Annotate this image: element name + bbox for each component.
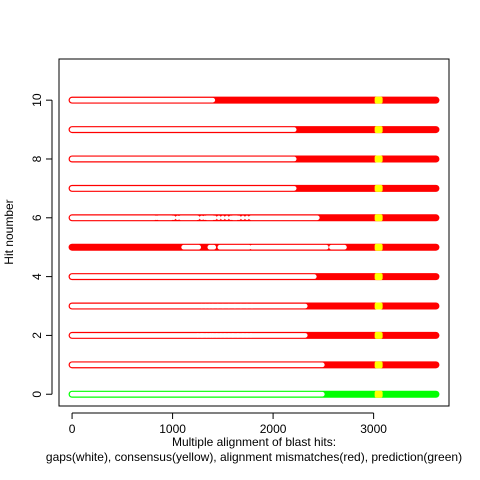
gap-dot — [249, 303, 255, 309]
gap-dot — [236, 215, 242, 220]
gap-segment — [204, 215, 216, 221]
gap-segment — [69, 391, 325, 397]
consensus-marker — [374, 155, 383, 163]
gap-dot — [195, 333, 200, 338]
gap-dot — [175, 215, 180, 220]
x-tick-label: 1000 — [159, 422, 186, 436]
hit-row-9 — [68, 126, 440, 134]
consensus-marker — [374, 243, 383, 251]
gap-dot — [210, 333, 215, 338]
gap-segment — [69, 186, 297, 191]
gap-dot — [220, 303, 226, 309]
y-tick-label: 8 — [30, 155, 44, 162]
gap-dot — [164, 215, 169, 220]
hit-row-2 — [68, 331, 440, 339]
gap-dot — [248, 333, 254, 338]
gap-dot — [226, 303, 232, 309]
consensus-marker — [374, 302, 383, 310]
x-axis: 0 1000 2000 3000 — [69, 412, 387, 436]
gap-dot — [204, 333, 209, 338]
gap-dot — [216, 215, 222, 220]
gap-dot — [154, 215, 159, 220]
gap-dot — [238, 303, 244, 309]
gap-segment — [248, 215, 320, 221]
plot-frame — [58, 58, 450, 407]
gap-dot — [230, 333, 236, 338]
x-axis-label-line2: gaps(white), consensus(yellow), alignmen… — [46, 450, 462, 464]
gap-dot — [195, 215, 200, 220]
hit-row-3 — [68, 302, 440, 310]
gap-dot — [202, 215, 207, 220]
gap-segment — [181, 244, 202, 250]
gap-dot — [220, 215, 226, 220]
gap-dot — [199, 303, 204, 309]
y-tick-label: 6 — [30, 214, 44, 221]
gap-segment — [69, 274, 317, 279]
gap-dot — [207, 303, 212, 309]
gap-dot — [200, 333, 205, 338]
gap-dot — [203, 303, 208, 309]
consensus-marker — [374, 184, 383, 192]
gap-dot — [215, 303, 221, 309]
gap-dot — [212, 215, 217, 220]
gap-dot — [232, 303, 238, 309]
gap-dot — [160, 215, 165, 220]
gap-dot — [228, 215, 234, 220]
gap-segment — [69, 97, 216, 103]
y-axis-label: Hit noumber — [2, 199, 16, 264]
hits-layer — [68, 96, 440, 398]
x-tick-label: 2000 — [260, 422, 287, 436]
gap-dot — [235, 333, 241, 338]
gap-dot — [218, 333, 224, 338]
y-tick-label: 2 — [30, 332, 44, 339]
hit-row-7 — [68, 184, 440, 192]
consensus-marker — [374, 126, 383, 134]
consensus-marker — [374, 214, 383, 222]
hit-row-1 — [68, 361, 440, 369]
gap-segment — [69, 156, 297, 162]
hit-row-6 — [68, 214, 440, 222]
consensus-marker — [374, 273, 383, 281]
gap-dot — [240, 333, 246, 338]
consensus-marker — [374, 331, 383, 339]
gap-segment — [249, 244, 329, 250]
consensus-marker — [374, 361, 383, 369]
gap-segment — [207, 244, 217, 250]
gap-segment — [217, 244, 252, 250]
gap-dot — [171, 215, 176, 220]
gap-dot — [244, 303, 250, 309]
hit-row-0 — [68, 390, 440, 398]
gap-segment — [69, 303, 308, 309]
gap-dot — [214, 333, 220, 338]
hit-row-4 — [68, 273, 440, 281]
gap-segment — [178, 215, 200, 221]
gap-dot — [226, 333, 232, 338]
gap-dot — [222, 333, 228, 338]
gap-dot — [240, 215, 246, 220]
gap-segment — [329, 244, 347, 250]
hit-row-5 — [68, 243, 440, 251]
gap-segment — [69, 215, 157, 221]
y-tick-label: 4 — [30, 273, 44, 280]
gap-segment — [69, 362, 325, 368]
gap-segment — [69, 333, 308, 338]
gap-dot — [244, 333, 250, 338]
hit-row-8 — [68, 155, 440, 163]
y-tick-label: 10 — [30, 93, 44, 107]
x-tick-label: 0 — [69, 422, 76, 436]
gap-dot — [210, 303, 215, 309]
y-tick-label: 0 — [30, 391, 44, 398]
x-axis-label-line1: Multiple alignment of blast hits: — [172, 435, 336, 449]
gap-dot — [199, 215, 204, 220]
hit-row-10 — [68, 96, 440, 104]
x-tick-label: 3000 — [360, 422, 387, 436]
gap-dot — [224, 215, 230, 220]
y-axis: 0 2 4 6 8 10 — [30, 93, 53, 398]
gap-dot — [244, 215, 250, 220]
gap-segment — [69, 127, 297, 132]
consensus-marker — [374, 96, 383, 104]
consensus-marker — [374, 390, 383, 398]
